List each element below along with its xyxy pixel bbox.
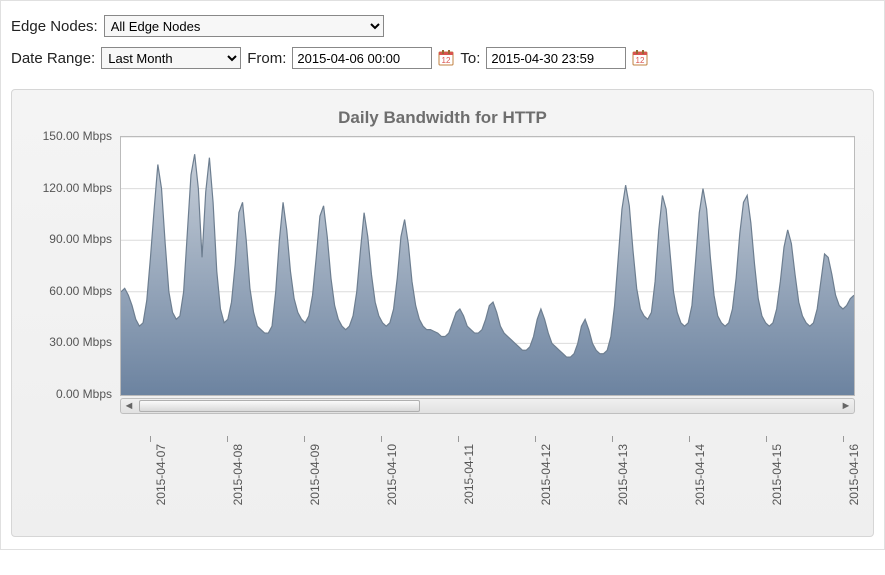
y-tick-label: 30.00 Mbps bbox=[49, 335, 112, 349]
y-tick-label: 90.00 Mbps bbox=[49, 232, 112, 246]
scrollbar-thumb[interactable] bbox=[139, 400, 420, 412]
y-tick-label: 60.00 Mbps bbox=[49, 284, 112, 298]
x-tick-label: 2015-04-10 bbox=[385, 444, 399, 505]
x-tick-label: 2015-04-07 bbox=[154, 444, 168, 505]
y-tick-label: 0.00 Mbps bbox=[56, 387, 112, 401]
edge-nodes-row: Edge Nodes: All Edge Nodes bbox=[11, 15, 874, 37]
x-tick-label: 2015-04-14 bbox=[693, 444, 707, 505]
x-tick-label: 2015-04-11 bbox=[462, 444, 476, 505]
x-tick-label: 2015-04-15 bbox=[770, 444, 784, 505]
x-axis: 2015-04-07 2015-04-08 2015-04-09 2015-04-10… bbox=[120, 436, 855, 526]
bandwidth-chart-panel: Daily Bandwidth for HTTP 0.00 Mbps 30.00 … bbox=[11, 89, 874, 537]
to-datetime-input[interactable] bbox=[486, 47, 626, 69]
filter-bar: Edge Nodes: All Edge Nodes Date Range: L… bbox=[11, 9, 874, 89]
scrollbar-track[interactable] bbox=[139, 401, 836, 411]
edge-nodes-select[interactable]: All Edge Nodes bbox=[104, 15, 384, 37]
x-tick-label: 2015-04-12 bbox=[539, 444, 553, 505]
bandwidth-report-page: Edge Nodes: All Edge Nodes Date Range: L… bbox=[0, 0, 885, 550]
edge-nodes-label: Edge Nodes: bbox=[11, 18, 98, 35]
y-tick-label: 150.00 Mbps bbox=[43, 129, 112, 143]
date-range-select[interactable]: Last Month bbox=[101, 47, 241, 69]
y-tick-label: 120.00 Mbps bbox=[43, 181, 112, 195]
date-range-row: Date Range: Last Month From: 12 To: 12 bbox=[11, 47, 874, 69]
svg-text:12: 12 bbox=[636, 56, 645, 65]
scroll-right-button[interactable]: ► bbox=[838, 399, 854, 413]
plot-region bbox=[120, 136, 855, 396]
calendar-icon[interactable]: 12 bbox=[438, 50, 454, 66]
x-tick-label: 2015-04-09 bbox=[308, 444, 322, 505]
x-tick-label: 2015-04-08 bbox=[231, 444, 245, 505]
x-tick-label: 2015-04-13 bbox=[616, 444, 630, 505]
to-label: To: bbox=[460, 50, 480, 67]
calendar-icon[interactable]: 12 bbox=[632, 50, 648, 66]
x-tick-label: 2015-04-16 bbox=[847, 444, 861, 505]
y-axis: 0.00 Mbps30.00 Mbps60.00 Mbps90.00 Mbps1… bbox=[28, 136, 118, 396]
chart-area: 0.00 Mbps 30.00 Mbps 60.00 Mbps 90.00 Mbps 1… bbox=[28, 136, 857, 436]
date-range-label: Date Range: bbox=[11, 50, 95, 67]
from-label: From: bbox=[247, 50, 286, 67]
svg-text:12: 12 bbox=[442, 56, 451, 65]
chart-scrollbar[interactable]: ◄ ► bbox=[120, 398, 855, 414]
from-datetime-input[interactable] bbox=[292, 47, 432, 69]
scroll-left-button[interactable]: ◄ bbox=[121, 399, 137, 413]
chart-title: Daily Bandwidth for HTTP bbox=[28, 108, 857, 128]
